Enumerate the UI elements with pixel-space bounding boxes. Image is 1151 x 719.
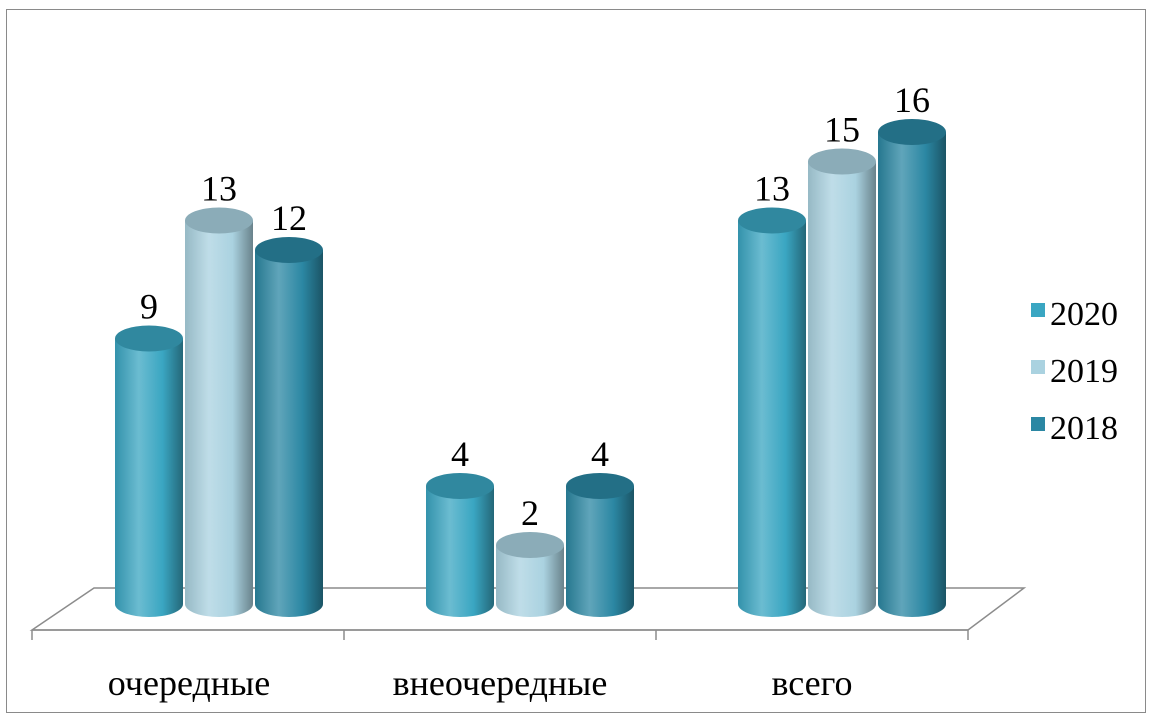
bar-2020-2: [738, 207, 806, 617]
data-label-2018-0: 12: [271, 198, 307, 238]
legend-swatch-2020: [1031, 303, 1045, 317]
category-labels-layer: очередные внеочередные всего: [108, 663, 853, 703]
bar-2019-1: [496, 532, 564, 617]
data-label-2019-2: 15: [824, 110, 860, 150]
bar-2018-0: [255, 237, 323, 617]
legend-swatch-2019: [1031, 360, 1045, 374]
legend-label-2018: 2018: [1050, 410, 1118, 447]
bar-2018-2: [878, 119, 946, 617]
legend-swatch-2018: [1031, 417, 1045, 431]
bar-2020-0: [115, 325, 183, 617]
category-label-1: внеочередные: [393, 663, 608, 703]
bar-2019-0: [185, 207, 253, 617]
bars-layer: [115, 119, 946, 617]
data-label-2018-1: 4: [591, 434, 609, 474]
data-label-2020-0: 9: [140, 287, 158, 327]
category-label-2: всего: [771, 663, 852, 703]
category-label-0: очередные: [108, 663, 270, 703]
legend-label-2019: 2019: [1050, 353, 1118, 390]
data-label-2019-0: 13: [201, 169, 237, 209]
data-label-2019-1: 2: [521, 493, 539, 533]
legend-label-2020: 2020: [1050, 296, 1118, 333]
data-label-2018-2: 16: [894, 80, 930, 120]
data-labels-layer: 9 13 12 4 2 4 13 15 16: [140, 80, 930, 533]
legend: 2020 2019 2018: [1031, 296, 1118, 447]
bar-2019-2: [808, 148, 876, 617]
data-label-2020-1: 4: [451, 434, 469, 474]
bar-2020-1: [426, 473, 494, 617]
category-axis: [31, 629, 969, 640]
bar-2018-1: [566, 473, 634, 617]
data-label-2020-2: 13: [754, 169, 790, 209]
